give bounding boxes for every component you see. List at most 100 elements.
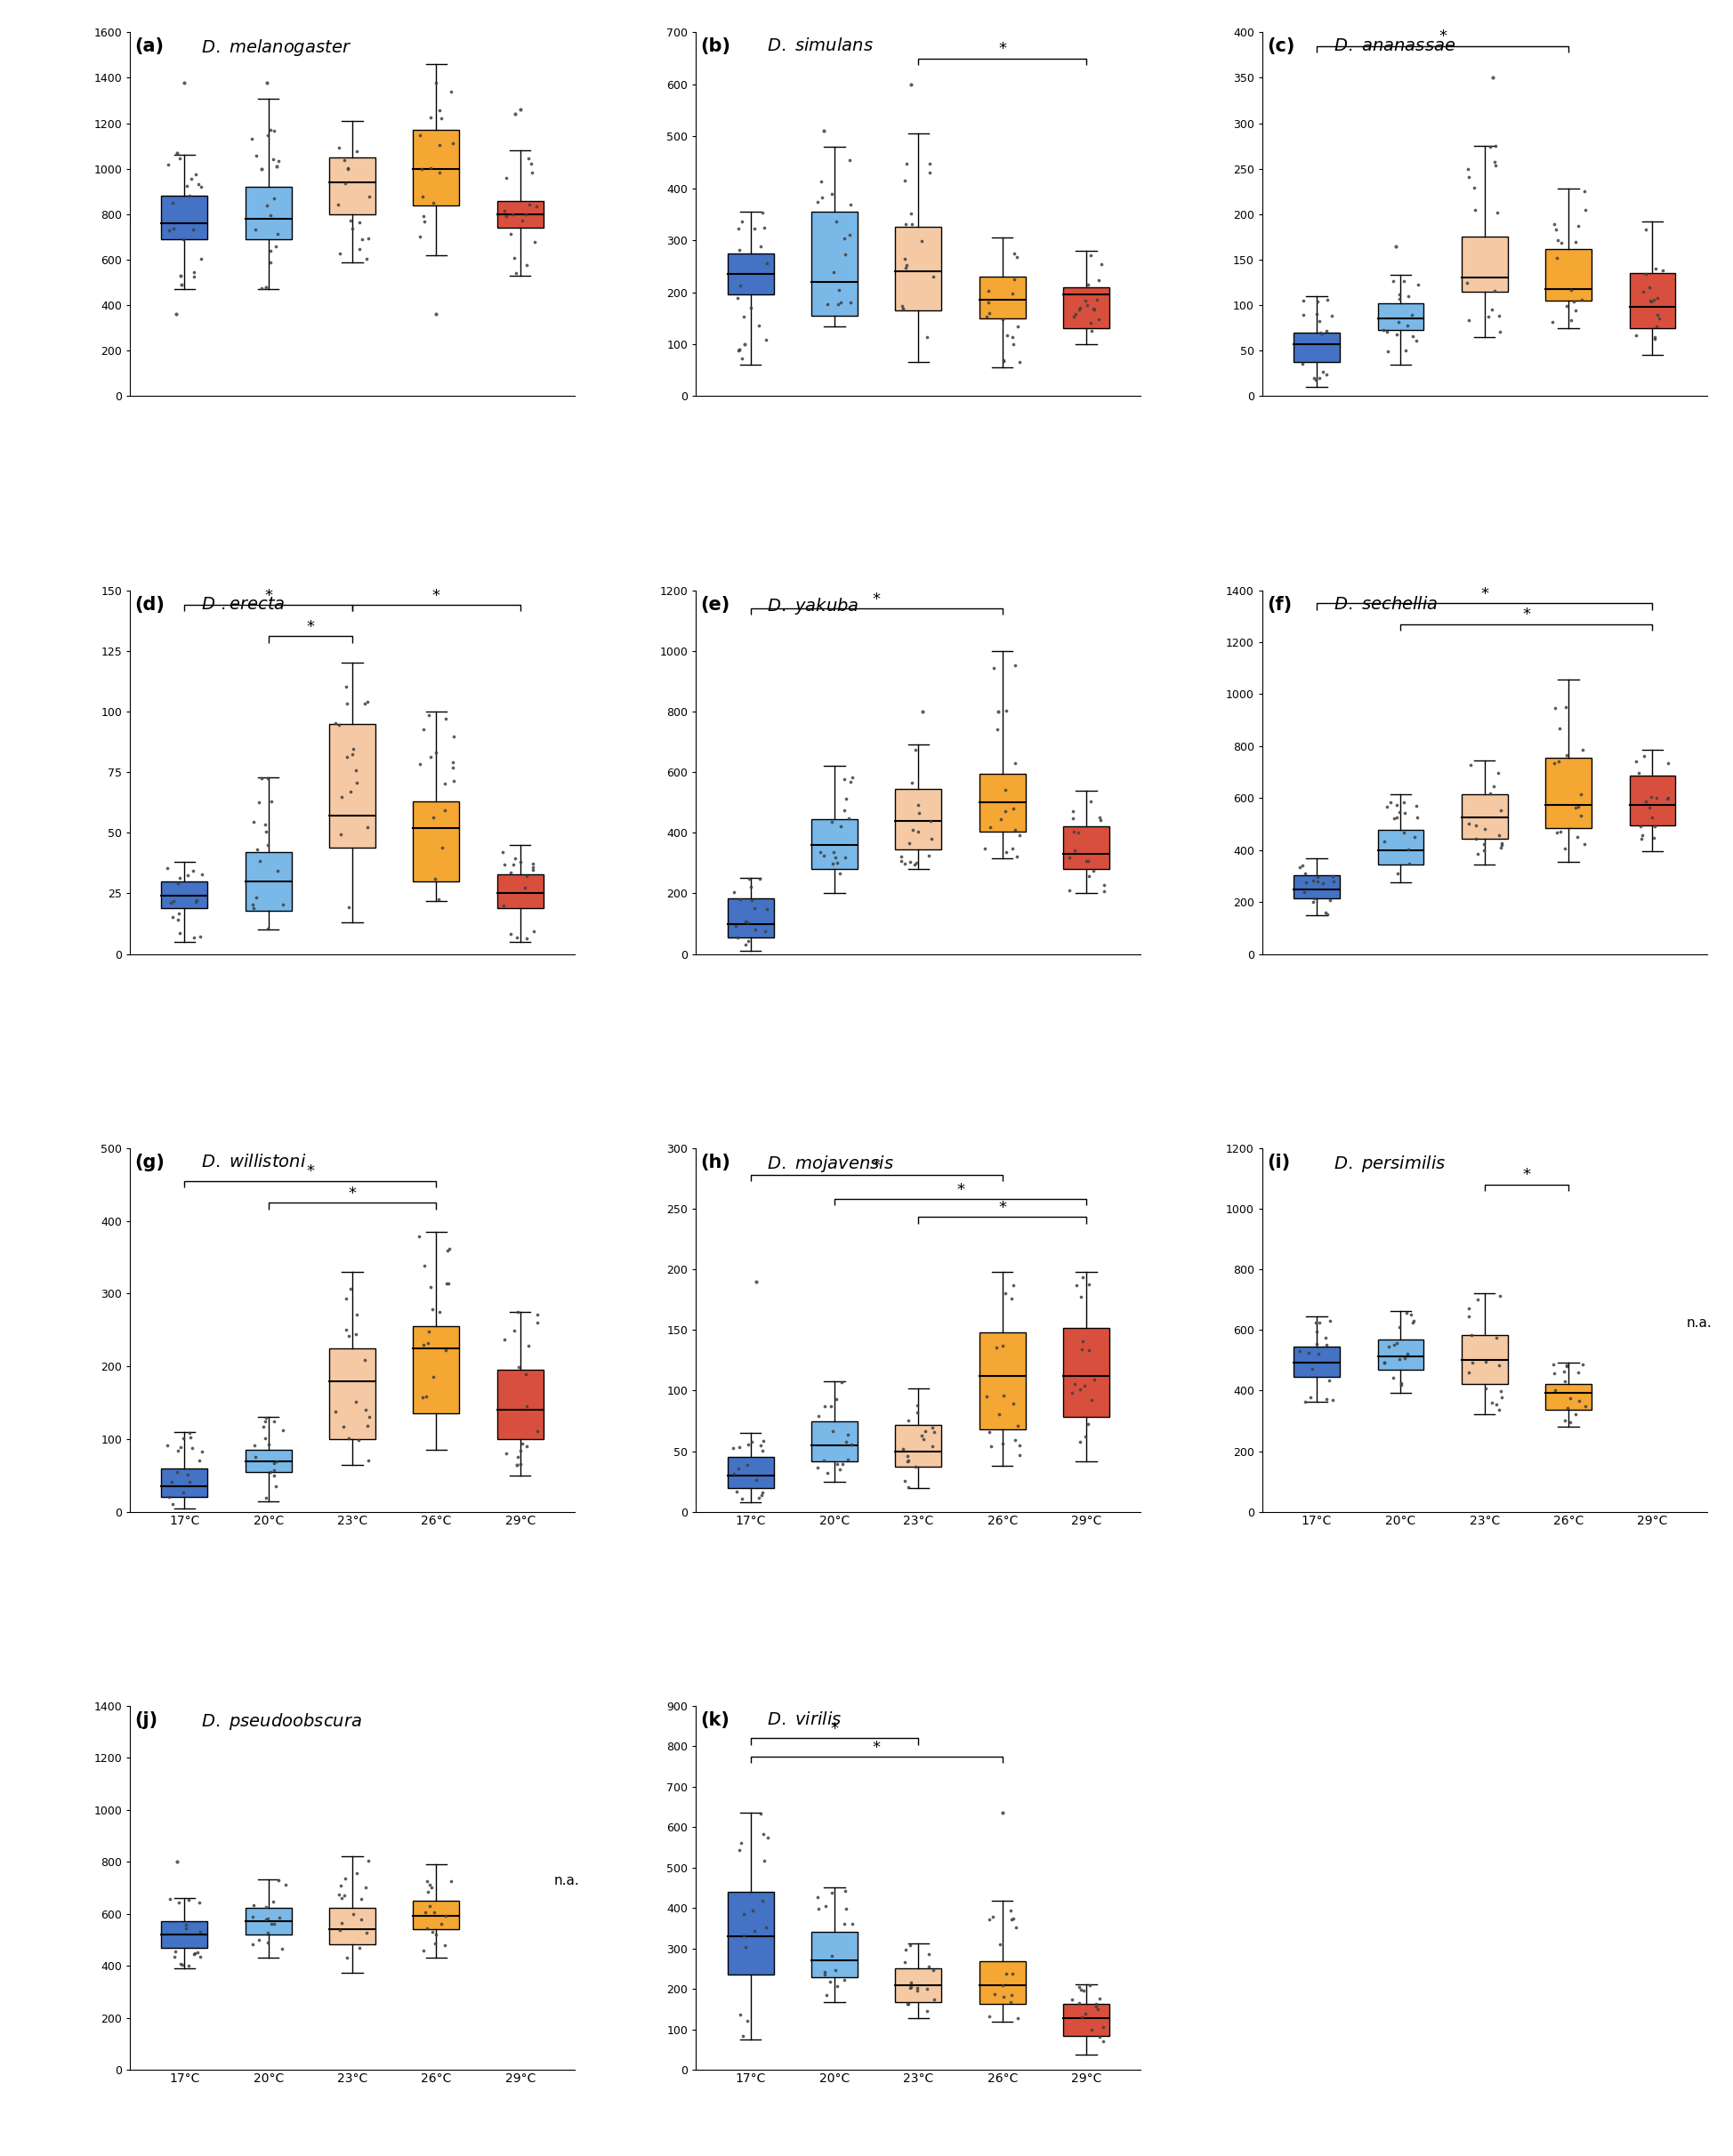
Point	[1303, 860, 1331, 895]
Point	[244, 1923, 272, 1958]
Point	[156, 1882, 184, 1917]
Point	[820, 834, 847, 869]
Point	[977, 1429, 1005, 1464]
Point	[333, 1313, 360, 1348]
Point	[887, 839, 915, 873]
Point	[1402, 789, 1430, 824]
Point	[1300, 882, 1327, 916]
Point	[910, 1423, 938, 1457]
Point	[1000, 1902, 1028, 1936]
Point	[423, 65, 451, 99]
Point	[1648, 252, 1676, 287]
Point	[326, 1912, 354, 1947]
Point	[412, 1380, 440, 1414]
Point	[827, 808, 854, 843]
Point	[813, 1977, 841, 2012]
Text: *: *	[998, 1201, 1007, 1216]
Point	[816, 1964, 844, 1999]
Point	[1087, 1981, 1114, 2016]
Bar	[896, 226, 941, 310]
Point	[159, 1940, 187, 1975]
Point	[823, 1447, 851, 1481]
Bar	[497, 1369, 544, 1440]
Point	[752, 893, 780, 927]
Point	[1485, 300, 1513, 334]
Point	[175, 858, 203, 893]
Point	[742, 1462, 769, 1496]
Point	[182, 884, 210, 918]
Point	[1463, 821, 1490, 856]
Bar	[811, 1421, 858, 1462]
Point	[752, 914, 780, 949]
Text: $\it{D.\ melanogaster}$: $\it{D.\ melanogaster}$	[201, 39, 352, 58]
Point	[343, 1384, 371, 1419]
Point	[896, 1971, 924, 2005]
Point	[409, 1934, 437, 1968]
Point	[343, 765, 371, 800]
Point	[340, 1897, 367, 1932]
Point	[1457, 1317, 1485, 1352]
Point	[170, 222, 198, 257]
Point	[1565, 1356, 1593, 1391]
Point	[1632, 257, 1660, 291]
Point	[154, 852, 182, 886]
Point	[979, 1899, 1007, 1934]
Point	[724, 280, 752, 315]
Bar	[1378, 1339, 1425, 1369]
Text: *: *	[265, 589, 272, 604]
Point	[520, 914, 548, 949]
Point	[1003, 839, 1031, 873]
Point	[1489, 1380, 1516, 1414]
Point	[750, 1843, 778, 1878]
Point	[1482, 149, 1509, 183]
Point	[1000, 328, 1028, 362]
Point	[1558, 304, 1586, 338]
Point	[896, 826, 924, 860]
Point	[333, 1281, 360, 1315]
Text: $\it{D.\ persimilis}$: $\it{D.\ persimilis}$	[1333, 1153, 1445, 1175]
Point	[1454, 265, 1482, 300]
Point	[1374, 1330, 1402, 1365]
Point	[1457, 748, 1485, 783]
Point	[731, 328, 759, 362]
Point	[1636, 789, 1664, 824]
Point	[1090, 2024, 1118, 2059]
Point	[406, 748, 433, 783]
Point	[724, 1429, 752, 1464]
Point	[752, 1910, 780, 1945]
Bar	[1378, 304, 1425, 330]
Point	[184, 166, 211, 201]
Point	[1485, 1393, 1513, 1427]
Point	[419, 1360, 447, 1395]
Point	[243, 138, 270, 172]
Point	[341, 752, 369, 787]
Point	[1393, 1337, 1421, 1371]
Point	[1478, 60, 1506, 95]
Point	[255, 1427, 282, 1462]
Point	[334, 151, 362, 185]
Point	[409, 1380, 437, 1414]
Point	[818, 845, 846, 880]
Point	[1542, 1373, 1570, 1408]
Point	[750, 211, 778, 246]
Point	[411, 1895, 438, 1930]
Point	[830, 841, 858, 875]
Point	[1083, 282, 1111, 317]
Point	[1061, 1367, 1088, 1401]
Point	[248, 761, 276, 796]
Point	[1482, 129, 1509, 164]
Point	[898, 765, 925, 800]
Point	[731, 927, 759, 962]
Point	[908, 224, 936, 259]
Point	[1563, 819, 1591, 854]
Point	[917, 147, 944, 181]
Point	[723, 1475, 750, 1509]
Point	[418, 101, 445, 136]
Point	[189, 858, 217, 893]
Point	[1076, 858, 1104, 893]
Point	[1622, 319, 1650, 354]
Point	[1289, 847, 1317, 882]
Bar	[1064, 826, 1109, 869]
Point	[1482, 1386, 1509, 1421]
Point	[260, 1447, 288, 1481]
